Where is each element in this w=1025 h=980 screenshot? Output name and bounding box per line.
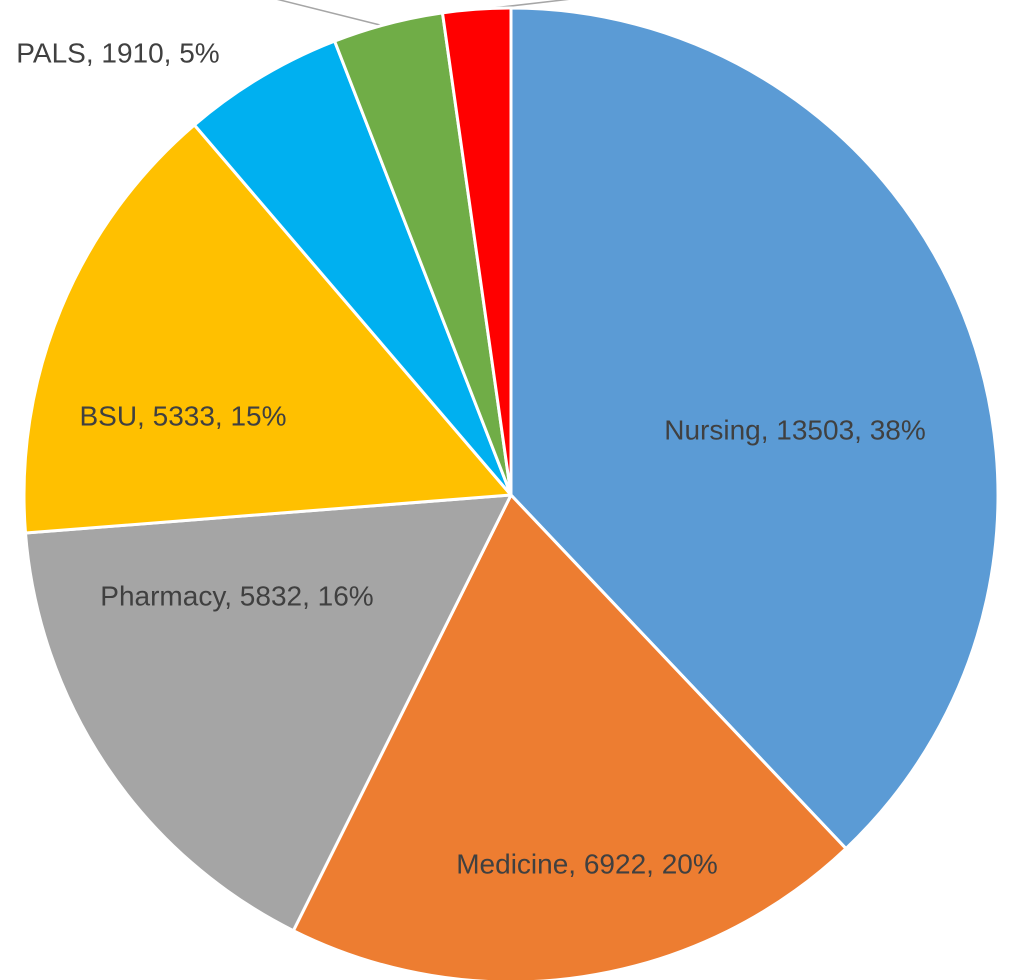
pie-slice [509, 6, 1000, 851]
pie-slice [291, 493, 848, 980]
pie-slice [440, 6, 513, 497]
pie-slice [22, 123, 513, 535]
leader-line [276, 0, 381, 26]
data-label: PALS, 1910, 5% [16, 37, 219, 68]
pie-slice [23, 493, 513, 933]
data-label: Medicine, 6922, 20% [456, 848, 718, 879]
data-label: Pharmacy, 5832, 16% [100, 580, 373, 611]
pie-slice [192, 39, 513, 497]
data-label: Nursing, 13503, 38% [664, 414, 926, 445]
data-label: BSU, 5333, 15% [79, 400, 286, 431]
